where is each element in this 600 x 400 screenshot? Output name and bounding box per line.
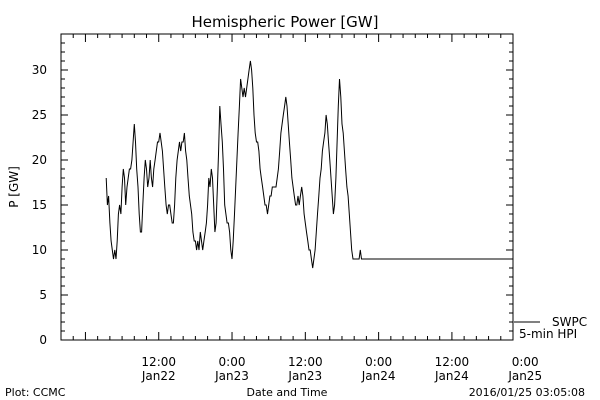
x-axis: 12:00Jan220:00Jan2312:00Jan230:00Jan2412… — [72, 34, 542, 383]
x-tick-date-label: Jan24 — [361, 369, 396, 383]
x-axis-label: Date and Time — [247, 386, 328, 399]
x-tick-date-label: Jan23 — [287, 369, 322, 383]
x-tick-time-label: 12:00 — [141, 355, 176, 369]
y-tick-label: 0 — [39, 333, 47, 347]
footer-timestamp: 2016/01/25 03:05:08 — [469, 386, 585, 399]
x-tick-date-label: Jan25 — [507, 369, 542, 383]
x-tick-time-label: 0:00 — [365, 355, 392, 369]
footer-credit: Plot: CCMC — [5, 386, 66, 399]
x-tick-date-label: Jan22 — [141, 369, 176, 383]
series-line — [105, 60, 512, 269]
y-axis: 0 5 10 15 20 25 30 — [32, 33, 513, 347]
y-tick-label: 25 — [32, 108, 47, 122]
x-tick-time-label: 12:00 — [288, 355, 323, 369]
y-tick-label: 20 — [32, 153, 47, 167]
plot-frame — [60, 33, 514, 341]
chart-title: Hemispheric Power [GW] — [192, 13, 379, 31]
y-axis-label: P [GW] — [7, 166, 21, 208]
x-tick-date-label: Jan24 — [434, 369, 469, 383]
y-tick-label: 10 — [32, 243, 47, 257]
legend-entry: 5-min HPI — [519, 327, 577, 341]
y-tick-label: 15 — [32, 198, 47, 212]
x-tick-time-label: 12:00 — [435, 355, 470, 369]
y-tick-label: 30 — [32, 63, 47, 77]
x-tick-date-label: Jan23 — [214, 369, 249, 383]
x-tick-time-label: 0:00 — [219, 355, 246, 369]
legend-entry: SWPC — [552, 315, 587, 329]
x-tick-time-label: 0:00 — [512, 355, 539, 369]
y-tick-label: 5 — [39, 288, 47, 302]
